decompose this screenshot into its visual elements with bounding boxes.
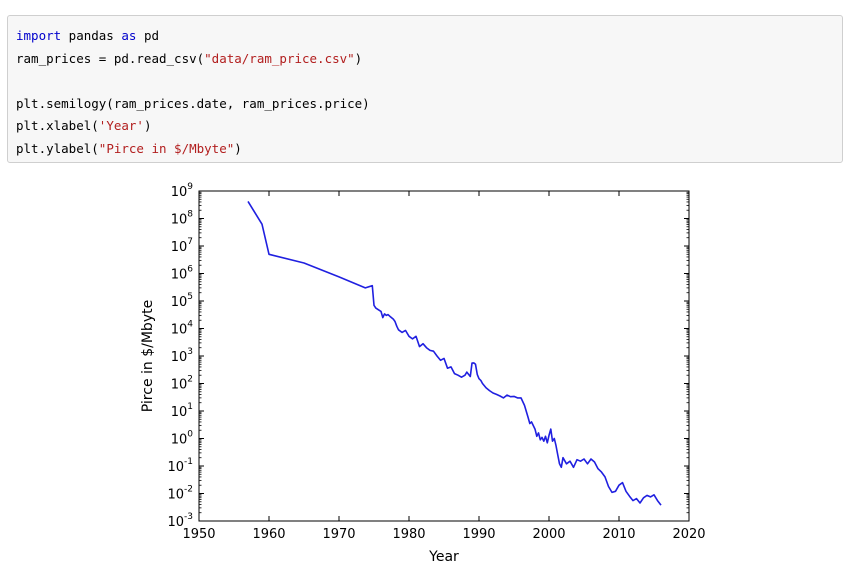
x-tick-label: 1950	[182, 527, 215, 542]
y-tick-exponent: 5	[187, 292, 193, 302]
code-line: ram_prices = pd.read_csv("data/ram_price…	[16, 48, 370, 71]
x-tick-label: 2020	[672, 527, 705, 542]
y-tick-exponent: 0	[187, 430, 193, 440]
code-token: plt.semilogy(ram_prices.date, ram_prices…	[16, 95, 370, 111]
y-tick-base: 10	[171, 350, 188, 365]
x-axis-label: Year	[428, 549, 459, 565]
y-tick-exponent: 4	[187, 320, 193, 330]
x-tick-label: 1960	[252, 527, 285, 542]
code-token: )	[143, 118, 152, 133]
y-tick-exponent: 7	[187, 237, 193, 247]
x-tick-label: 1980	[392, 527, 425, 542]
y-tick-label: 105	[171, 292, 193, 310]
y-tick-exponent: 9	[187, 182, 193, 192]
y-tick-label: 10-3	[167, 512, 193, 530]
y-tick-exponent: -3	[184, 512, 193, 522]
y-tick-base: 10	[171, 240, 188, 255]
code-token: )	[234, 140, 242, 156]
code-line: import pandas as pd	[16, 25, 370, 48]
code-keyword: import	[16, 28, 62, 43]
ram-price-chart: 1950 1960 1970 1980 1990 2000 2010 2020 1091081…	[140, 182, 706, 565]
x-tick-label: 1970	[322, 527, 355, 542]
code-line: plt.ylabel("Pirce in $/Mbyte")	[16, 138, 370, 161]
x-tick-labels: 1950 1960 1970 1980 1990 2000 2010 2020	[182, 527, 705, 542]
x-tick-label: 1990	[462, 527, 495, 542]
code-token: ram_prices = pd.read_csv(	[16, 50, 205, 66]
y-axis-label: Pirce in $/Mbyte	[140, 300, 156, 412]
y-tick-exponent: 6	[187, 265, 193, 275]
code-line: plt.xlabel('Year')	[16, 115, 370, 138]
code-string: "Pirce in $/Mbyte"	[98, 140, 235, 156]
code-cell[interactable]: import pandas as pd ram_prices = pd.read_…	[7, 15, 843, 163]
code-editor[interactable]: import pandas as pd ram_prices = pd.read_…	[16, 25, 370, 160]
y-tick-exponent: -1	[184, 457, 193, 467]
y-tick-base: 10	[171, 295, 188, 310]
y-tick-exponent: 1	[187, 402, 193, 412]
code-token: plt.ylabel(	[16, 140, 99, 156]
plot-area	[198, 190, 690, 522]
y-tick-label: 109	[171, 182, 194, 200]
y-tick-label: 106	[171, 265, 194, 283]
output-area: 1950 1960 1970 1980 1990 2000 2010 2020 109 108 1…	[0, 175, 851, 569]
y-tick-label: 102	[171, 375, 193, 393]
x-tick-label: 2000	[532, 527, 565, 542]
code-string: "data/ram_price.csv"	[204, 50, 355, 66]
y-tick-exponent: 8	[187, 210, 193, 220]
code-keyword: as	[121, 28, 137, 43]
y-tick-base: 10	[167, 460, 184, 475]
y-tick-base: 10	[171, 268, 188, 283]
code-line: plt.semilogy(ram_prices.date, ram_prices…	[16, 93, 370, 116]
y-tick-base: 10	[167, 488, 184, 503]
ticks-group	[198, 190, 690, 522]
y-tick-exponent: 2	[187, 375, 193, 385]
y-tick-base: 10	[171, 185, 188, 200]
y-tick-labels: 10910810710610510410310210110010-110-210…	[167, 182, 193, 530]
series-line	[247, 200, 662, 506]
code-line	[16, 70, 370, 93]
code-token: pandas	[61, 28, 122, 43]
code-token: plt.xlabel(	[16, 118, 99, 133]
y-tick-base: 10	[171, 405, 188, 420]
code-token: )	[354, 50, 363, 66]
y-tick-label: 101	[171, 402, 193, 420]
x-tick-label: 2010	[602, 527, 635, 542]
y-tick-base: 10	[171, 433, 188, 448]
code-token: pd	[136, 28, 160, 43]
y-tick-label: 10-1	[167, 457, 193, 475]
y-tick-base: 10	[171, 213, 188, 228]
y-tick-label: 104	[171, 320, 194, 338]
y-tick-exponent: -2	[184, 485, 193, 495]
y-tick-base: 10	[171, 378, 188, 393]
y-tick-exponent: 3	[187, 347, 193, 357]
y-tick-label: 10-2	[167, 485, 193, 503]
y-tick-base: 10	[167, 515, 184, 530]
y-tick-label: 100	[171, 430, 194, 448]
code-string: 'Year'	[98, 118, 144, 133]
y-tick-base: 10	[171, 323, 188, 338]
y-tick-label: 107	[171, 237, 193, 255]
y-tick-label: 103	[171, 347, 193, 365]
y-tick-label: 108	[171, 210, 194, 228]
